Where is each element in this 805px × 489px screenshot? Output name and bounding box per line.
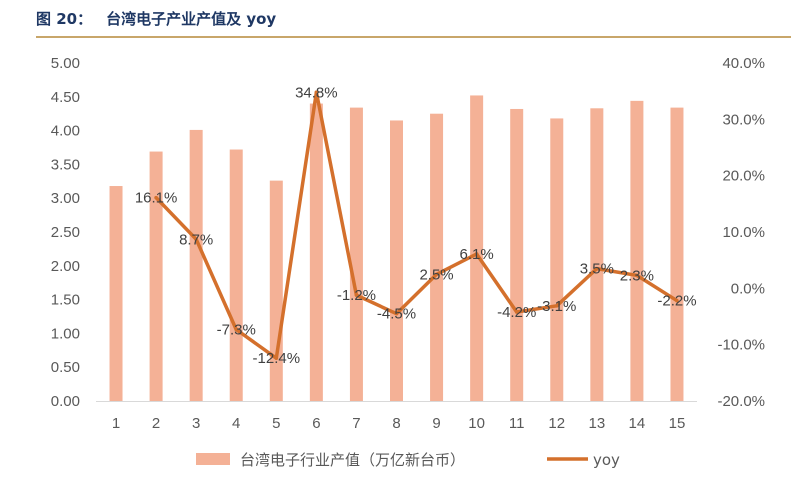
x-tick-3: 3 [192, 415, 200, 432]
yoy-line [154, 90, 678, 360]
x-tick-7: 7 [352, 415, 360, 432]
x-tick-11: 11 [509, 415, 525, 432]
data-labels: 16.1% 8.7% -7.3% -12.4% 34.8% -1.2%-4.5% 2.5% 6… [135, 84, 697, 367]
left-tick-10: 5.00 [51, 55, 80, 72]
yoy-label-11: -4.2% [497, 304, 536, 321]
x-tick-4: 4 [232, 415, 240, 432]
bar-5 [269, 180, 283, 401]
bar-1 [109, 186, 123, 401]
yoy-label-3: 8.7% [179, 231, 213, 248]
x-tick-13: 13 [588, 415, 605, 432]
figure-title: 图 20： 台湾电子产业产值及 yoy [36, 8, 276, 29]
left-tick-9: 4.50 [51, 89, 80, 106]
x-tick-8: 8 [392, 415, 400, 432]
left-axis: 0.00 0.50 1.00 1.50 2.00 2.50 3.00 3.50 4.00 4.50… [51, 55, 80, 410]
yoy-point-3 [194, 237, 198, 242]
x-tick-6: 6 [312, 415, 320, 432]
title-rule [36, 36, 791, 38]
yoy-point-11 [514, 310, 519, 314]
yoy-point-7 [354, 293, 359, 297]
legend: 台湾电子行业产值（万亿新台币） yoy [196, 451, 620, 469]
right-tick-1: -10.0% [717, 337, 765, 354]
bar-9 [430, 113, 444, 401]
yoy-label-14: 2.3% [620, 267, 654, 284]
legend-bar-label: 台湾电子行业产值（万亿新台币） [240, 451, 465, 469]
x-tick-15: 15 [669, 415, 686, 432]
left-tick-2: 1.00 [51, 325, 80, 342]
left-tick-3: 1.50 [51, 292, 80, 309]
right-tick-5: 30.0% [722, 111, 765, 128]
yoy-label-6: 34.8% [295, 84, 338, 101]
right-tick-3: 10.0% [722, 224, 765, 241]
yoy-label-7: -1.2% [337, 287, 376, 304]
yoy-label-13: 3.5% [580, 261, 614, 278]
yoy-label-4: -7.3% [217, 321, 256, 338]
x-axis: 1 2 3 4 5 6 7 8 9 10 11 12 13 14 15 [112, 415, 685, 432]
figure-title-text: 台湾电子产业产值及 yoy [106, 10, 277, 28]
x-tick-2: 2 [152, 415, 160, 432]
bar-15 [670, 107, 684, 401]
legend-bar-swatch [196, 453, 230, 465]
yoy-point-9 [434, 272, 439, 277]
bar-14 [630, 100, 644, 401]
yoy-label-10: 6.1% [460, 246, 494, 263]
bar-2 [149, 151, 163, 401]
bar-6 [309, 103, 323, 401]
figure-label: 图 20： [36, 10, 93, 28]
bar-3 [189, 129, 203, 401]
right-tick-2: 0.0% [731, 280, 765, 297]
yoy-point-13 [595, 266, 599, 271]
left-tick-7: 3.50 [51, 156, 80, 173]
yoy-point-15 [675, 298, 679, 303]
legend-line-label: yoy [593, 451, 620, 469]
x-tick-10: 10 [468, 415, 485, 432]
right-tick-0: -20.0% [717, 393, 765, 410]
yoy-point-12 [554, 303, 559, 308]
x-tick-1: 1 [112, 415, 120, 432]
yoy-point-14 [635, 273, 639, 278]
bar-7 [349, 107, 363, 401]
yoy-point-8 [394, 311, 399, 316]
yoy-label-5: -12.4% [253, 350, 301, 367]
yoy-point-2 [154, 195, 158, 200]
bar-8 [390, 120, 403, 402]
right-tick-6: 40.0% [722, 55, 765, 72]
right-tick-4: 20.0% [722, 168, 765, 185]
x-tick-5: 5 [272, 415, 280, 432]
bar-10 [470, 95, 484, 401]
x-tick-12: 12 [548, 415, 565, 432]
yoy-point-6 [314, 90, 319, 95]
line-series [154, 90, 679, 360]
bar-series [109, 95, 684, 402]
bar-12 [550, 118, 564, 401]
yoy-label-12: -3.1% [537, 298, 576, 315]
left-tick-8: 4.00 [51, 123, 80, 140]
left-tick-6: 3.00 [51, 190, 80, 207]
yoy-point-10 [474, 252, 479, 256]
right-axis: -20.0% -10.0% 0.0% 10.0% 20.0% 30.0% 40.0% [717, 55, 765, 410]
left-tick-5: 2.50 [51, 224, 80, 241]
bar-13 [590, 108, 604, 402]
yoy-point-5 [274, 356, 279, 360]
left-tick-1: 0.50 [51, 359, 80, 376]
yoy-point-4 [234, 327, 239, 332]
bar-4 [229, 149, 243, 401]
x-tick-9: 9 [432, 415, 440, 432]
yoy-label-9: 2.5% [419, 266, 453, 283]
bar-11 [510, 108, 524, 401]
left-tick-0: 0.00 [51, 393, 80, 410]
yoy-label-15: -2.2% [657, 293, 696, 310]
x-tick-14: 14 [629, 415, 646, 432]
yoy-label-2: 16.1% [135, 190, 178, 207]
left-tick-4: 2.00 [51, 258, 80, 275]
yoy-label-8: -4.5% [377, 306, 416, 323]
